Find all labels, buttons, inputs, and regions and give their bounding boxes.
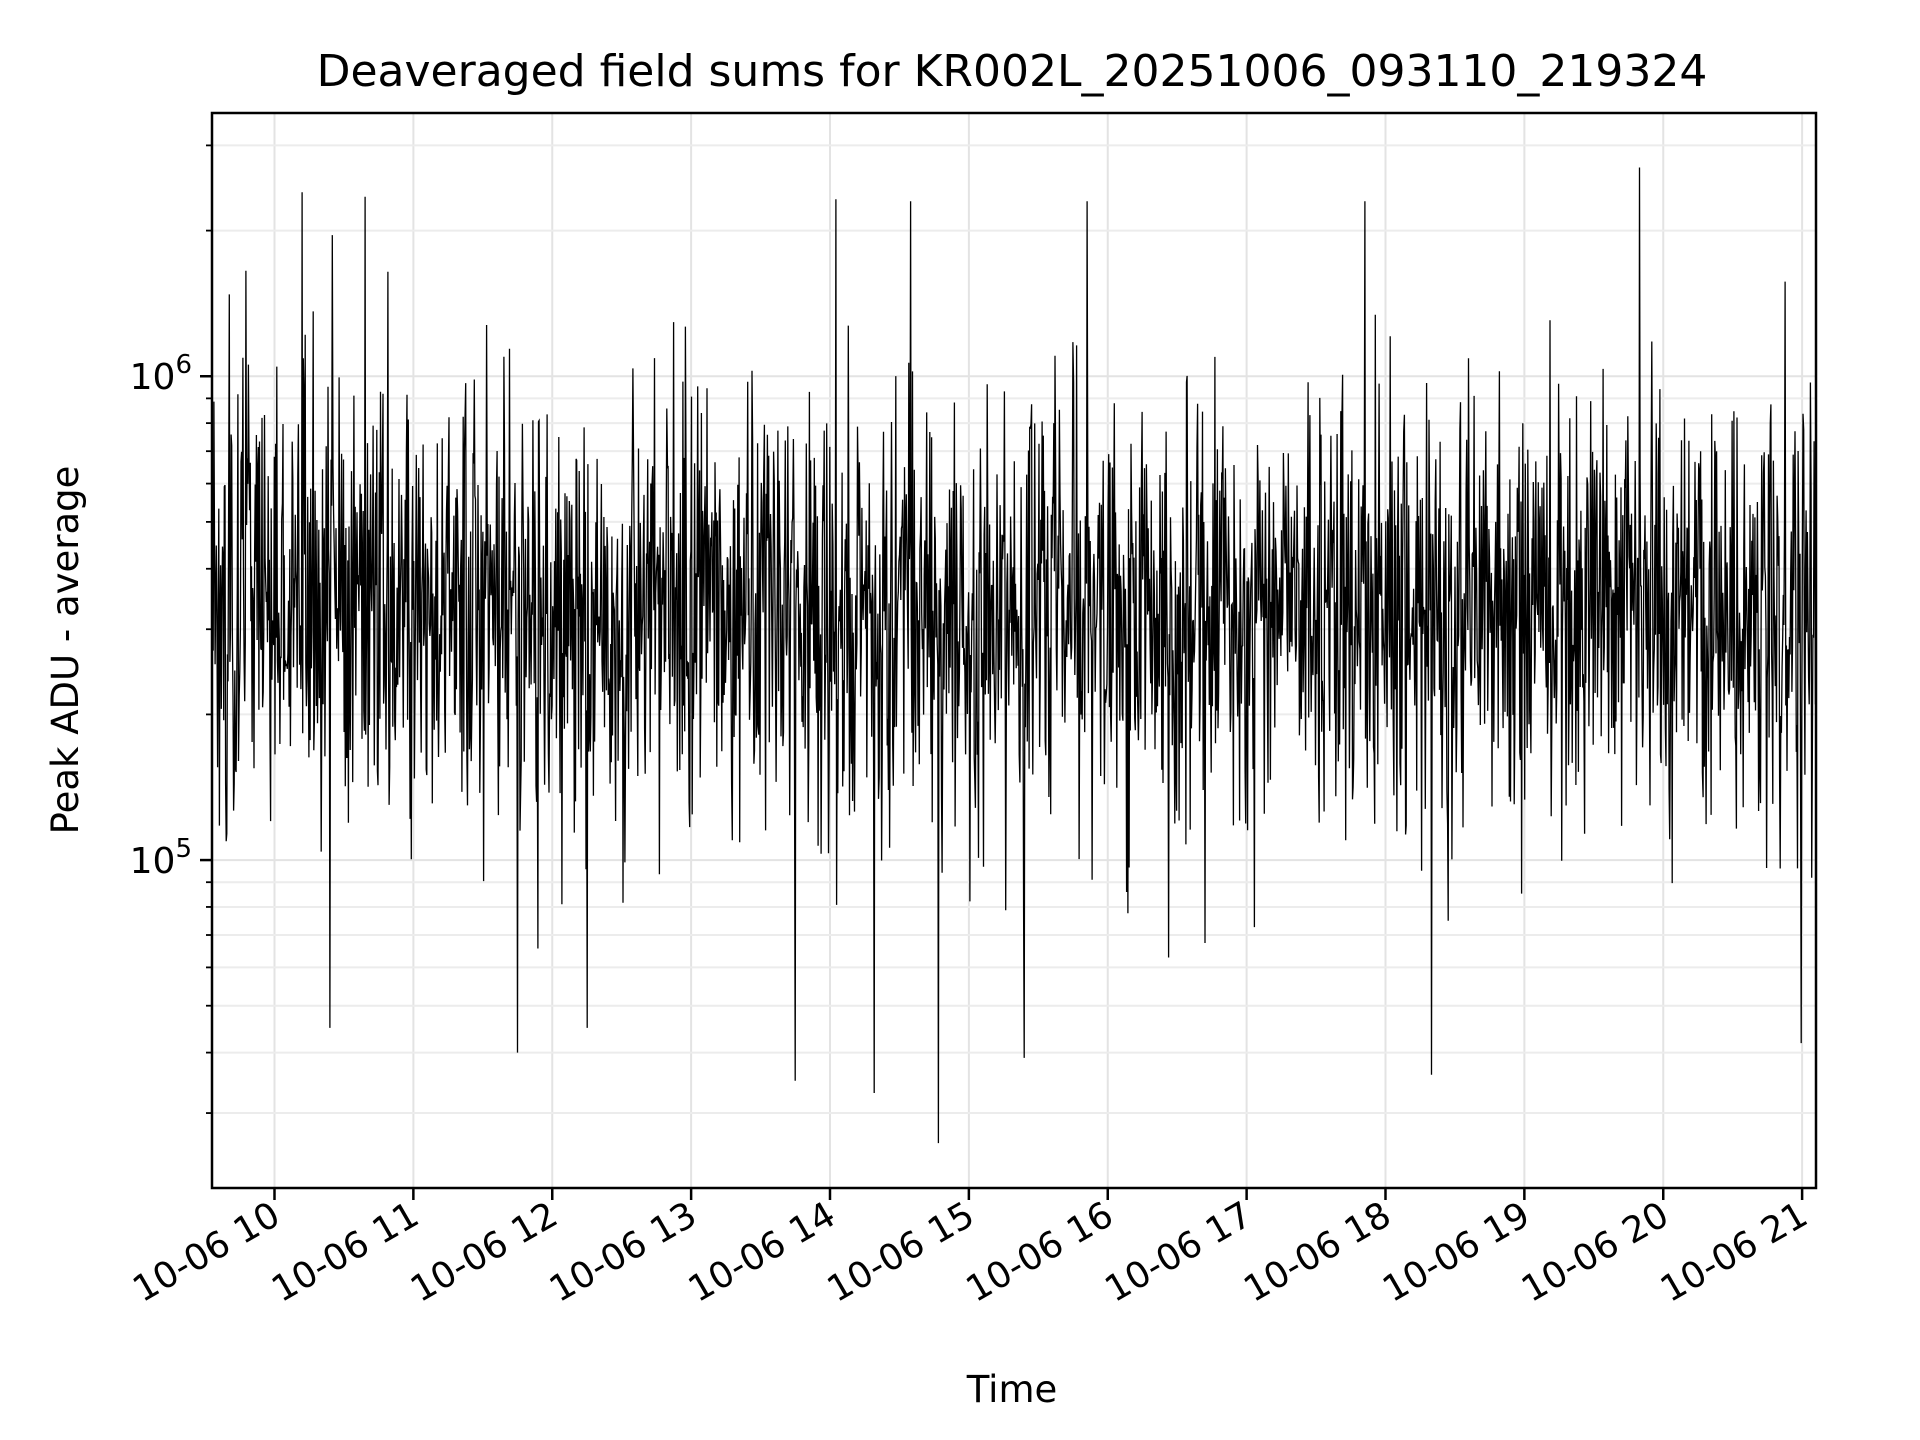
y-tick-exponent: 5 bbox=[175, 834, 192, 864]
data-line-layer bbox=[211, 167, 1817, 1144]
y-axis-label: Peak ADU - average bbox=[44, 466, 87, 835]
plot-frame bbox=[210, 111, 1818, 1190]
series-line-field-sum bbox=[211, 167, 1817, 1144]
y-tick-exponent: 6 bbox=[175, 350, 192, 380]
y-tick-base: 10 bbox=[130, 357, 176, 398]
y-tick-base: 10 bbox=[130, 841, 176, 882]
y-tick-label: 105 bbox=[130, 834, 192, 882]
chart-title: Deaveraged field sums for KR002L_2025100… bbox=[317, 46, 1708, 97]
y-tick-label: 106 bbox=[130, 350, 192, 398]
x-axis-label: Time bbox=[966, 1368, 1058, 1411]
